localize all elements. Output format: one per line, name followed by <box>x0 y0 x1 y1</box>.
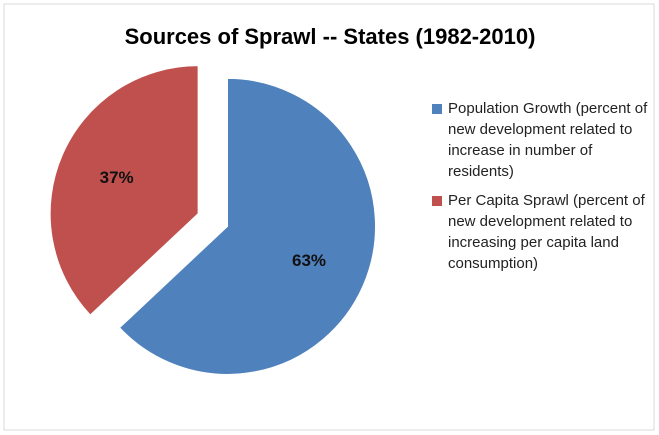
legend-label: Population Growth (percent of new develo… <box>448 100 648 180</box>
data-label: 37% <box>100 168 134 187</box>
pie-slice <box>118 77 377 375</box>
legend-swatch <box>432 196 442 206</box>
chart-title: Sources of Sprawl -- States (1982-2010) <box>125 24 536 49</box>
data-label: 63% <box>292 251 326 270</box>
chart-border <box>3 3 655 431</box>
legend-swatch <box>432 104 442 114</box>
legend-item: Population Growth (percent of new develo… <box>428 98 650 182</box>
pie-slice <box>49 65 199 316</box>
legend-item: Per Capita Sprawl (percent of new develo… <box>428 190 650 274</box>
legend-label: Per Capita Sprawl (percent of new develo… <box>448 192 645 272</box>
legend: Population Growth (percent of new develo… <box>428 98 650 282</box>
